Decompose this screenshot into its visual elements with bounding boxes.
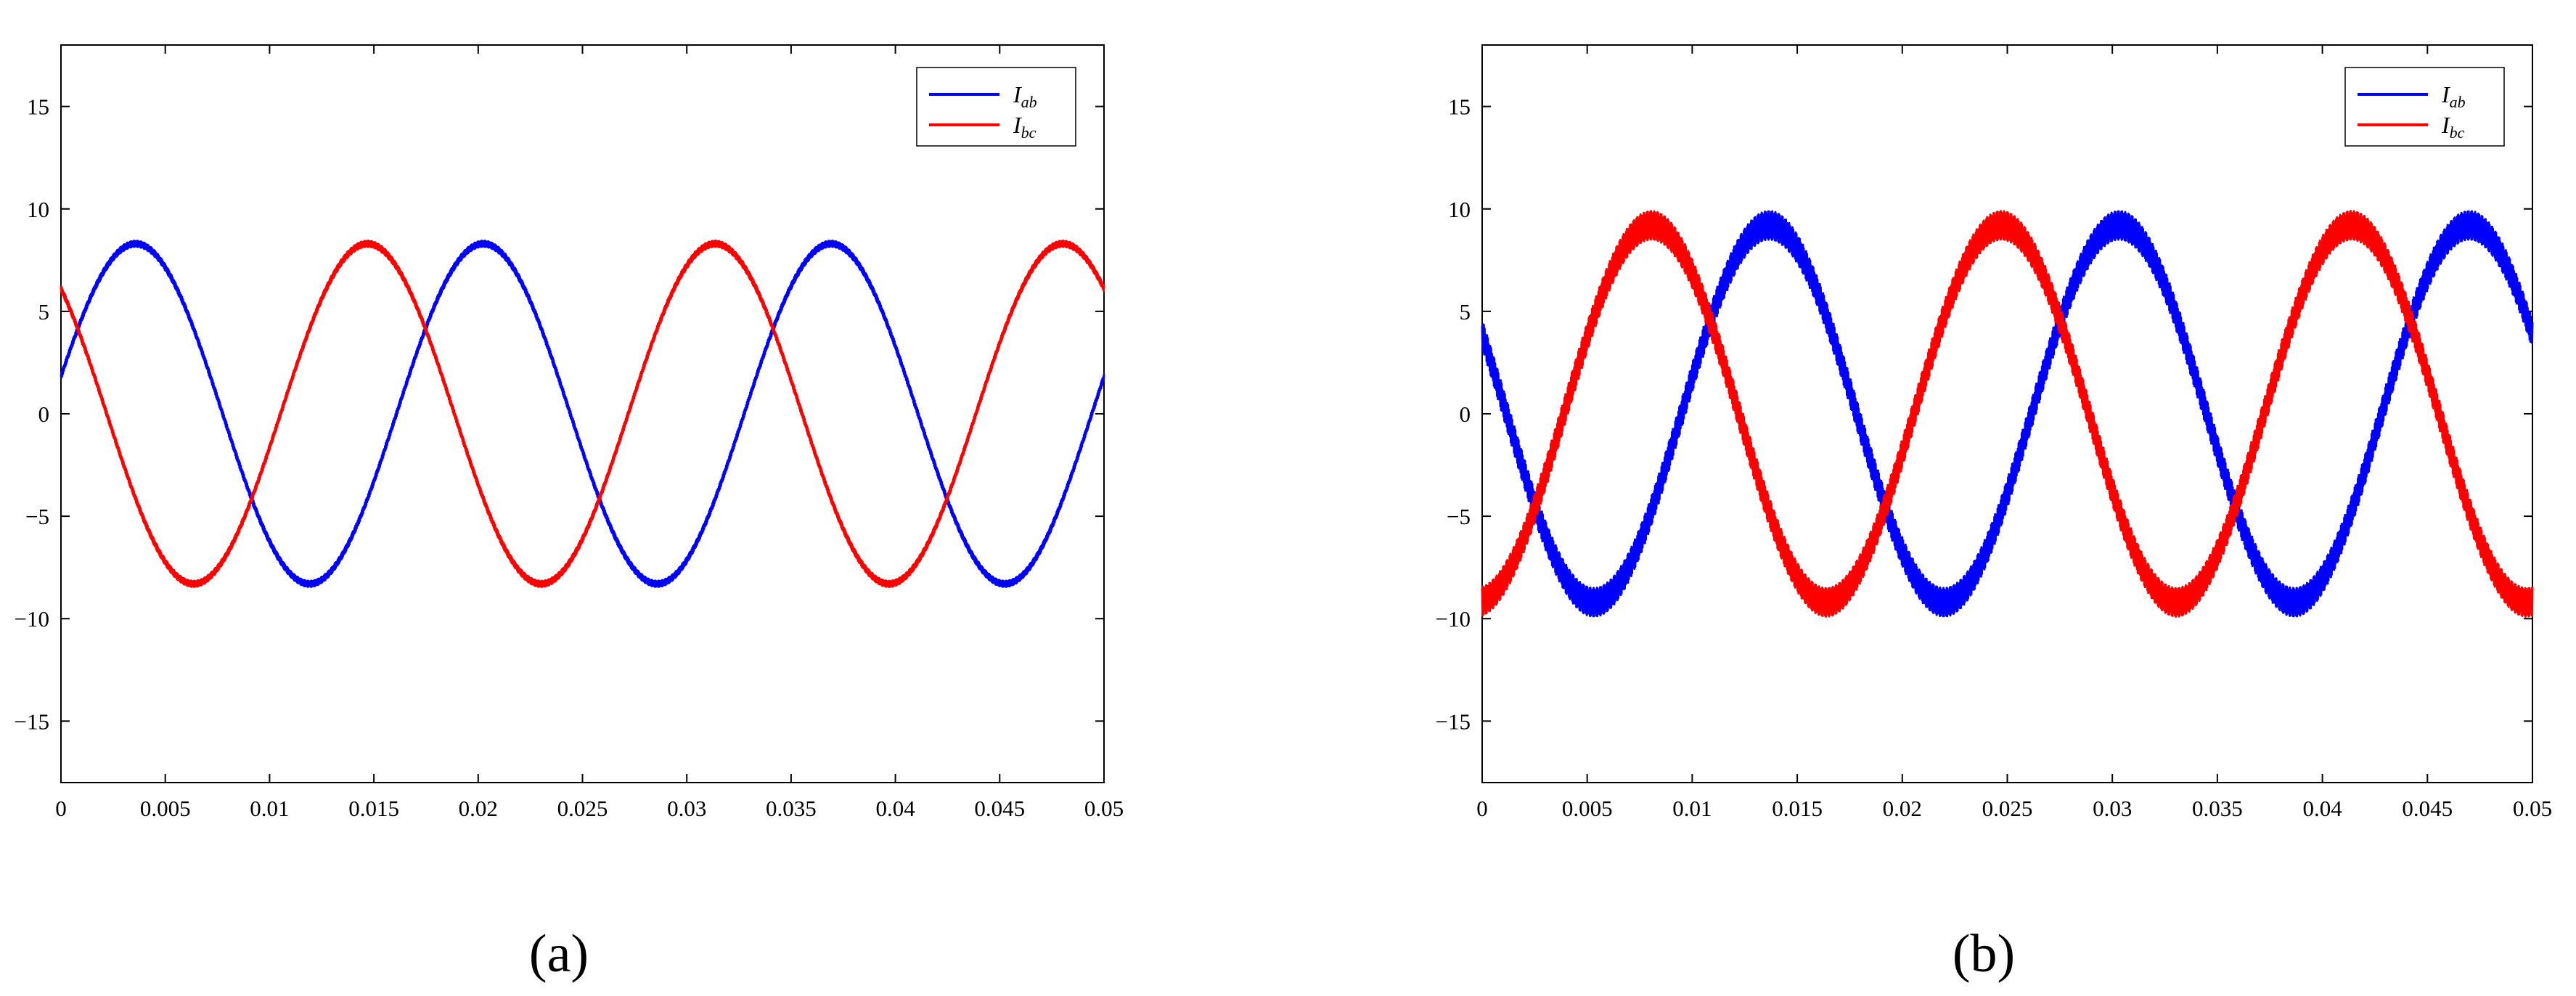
x-tick-label: 0 xyxy=(55,796,67,821)
y-tick-label: −5 xyxy=(25,504,49,529)
panel-label-a: (a) xyxy=(529,924,589,984)
x-tick-label: 0.045 xyxy=(2402,796,2453,821)
x-tick-label: 0.035 xyxy=(766,796,817,821)
series-line-ibc xyxy=(1481,210,2534,618)
legend-label-iab: Iab xyxy=(2441,81,2466,111)
y-tick-label: −15 xyxy=(15,709,49,734)
x-tick-label: 0.05 xyxy=(2513,796,2552,821)
legend: Iab Ibc xyxy=(2344,67,2505,147)
x-tick-label: 0.015 xyxy=(1772,796,1823,821)
x-tick-label: 0.015 xyxy=(348,796,399,821)
x-tick-label: 0.045 xyxy=(974,796,1025,821)
x-tick-label: 0.01 xyxy=(1672,796,1712,821)
y-tick-label: −10 xyxy=(1436,606,1471,632)
x-tick-label: 0.005 xyxy=(1562,796,1613,821)
series-group xyxy=(1481,210,2534,618)
y-tick-label: 15 xyxy=(1448,94,1471,120)
panel-label-b: (b) xyxy=(1953,924,2015,984)
axis-ticks: 0 0.005 0.01 0.015 0.02 0.025 0.03 0.035 0.04 0.0… xyxy=(15,45,1124,821)
y-tick-label: −10 xyxy=(15,606,49,632)
y-tick-label: 15 xyxy=(27,94,49,120)
series-line-ibc xyxy=(60,240,1105,588)
legend-box xyxy=(2344,67,2505,147)
axis-ticks: 0 0.005 0.01 0.015 0.02 0.025 0.03 0.035 0.04 0.0… xyxy=(1436,45,2552,821)
y-tick-label: 10 xyxy=(27,197,49,222)
x-tick-label: 0.03 xyxy=(667,796,706,821)
legend-box xyxy=(916,67,1076,147)
x-tick-label: 0.035 xyxy=(2192,796,2243,821)
legend-label-ibc: Ibc xyxy=(2441,112,2465,142)
series-line-iab xyxy=(60,240,1105,588)
legend-label-iab: Iab xyxy=(1013,81,1037,111)
series-line-iab xyxy=(1481,210,2534,618)
chart-panel-a: 0 0.005 0.01 0.015 0.02 0.025 0.03 0.035 0.04 0.0… xyxy=(15,44,1124,984)
plot-frame xyxy=(60,44,1105,783)
x-tick-label: 0 xyxy=(1476,796,1488,821)
y-tick-label: 5 xyxy=(38,299,50,324)
x-tick-label: 0.04 xyxy=(2302,796,2342,821)
y-tick-label: −15 xyxy=(1436,709,1471,734)
y-tick-label: 0 xyxy=(1460,401,1471,427)
y-tick-label: 0 xyxy=(38,401,50,427)
x-tick-label: 0.005 xyxy=(140,796,191,821)
x-tick-label: 0.05 xyxy=(1084,796,1124,821)
x-tick-label: 0.02 xyxy=(459,796,498,821)
y-tick-label: 5 xyxy=(1460,299,1471,324)
chart-panel-b: 0 0.005 0.01 0.015 0.02 0.025 0.03 0.035 0.04 0.0… xyxy=(1436,44,2552,984)
y-tick-label: −5 xyxy=(1447,504,1471,529)
y-tick-label: 10 xyxy=(1448,197,1471,222)
x-tick-label: 0.04 xyxy=(875,796,915,821)
plot-frame xyxy=(1481,44,2533,783)
x-tick-label: 0.02 xyxy=(1883,796,1922,821)
x-tick-label: 0.025 xyxy=(1982,796,2033,821)
x-tick-label: 0.01 xyxy=(250,796,289,821)
legend-label-ibc: Ibc xyxy=(1013,112,1036,142)
x-tick-label: 0.03 xyxy=(2093,796,2132,821)
legend: Iab Ibc xyxy=(916,67,1076,147)
x-tick-label: 0.025 xyxy=(557,796,608,821)
series-group xyxy=(60,240,1105,588)
